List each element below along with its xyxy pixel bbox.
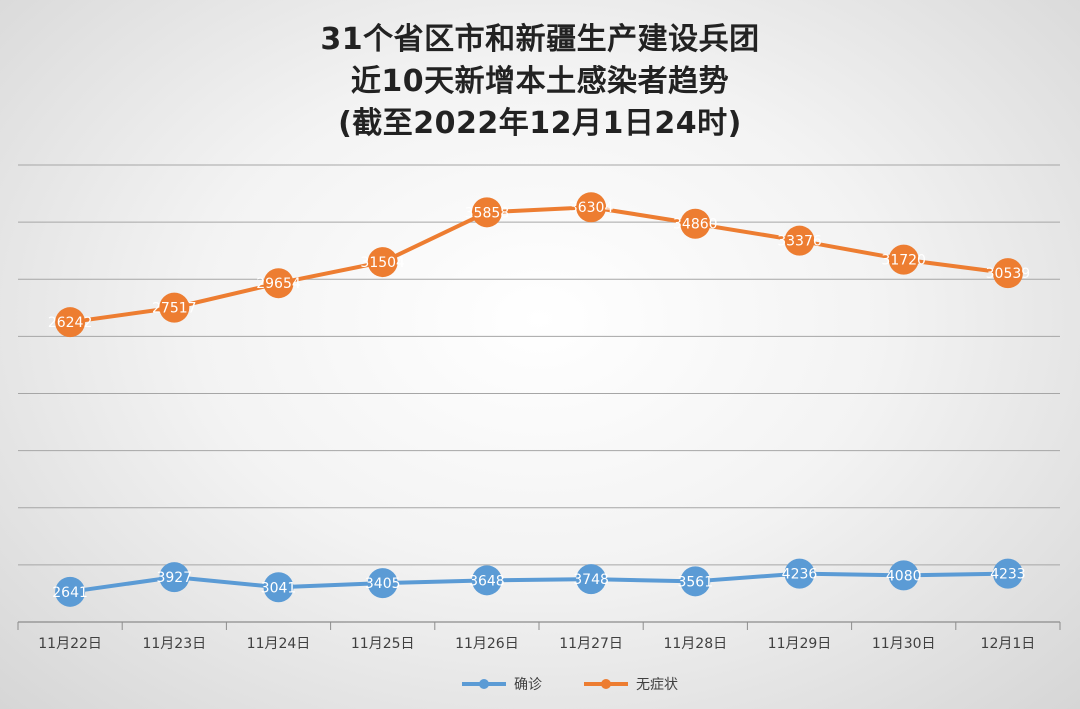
data-label: 3927 (156, 570, 192, 586)
data-label: 3748 (573, 572, 609, 588)
data-label: 31720 (881, 253, 926, 269)
data-label: 3041 (261, 580, 297, 596)
data-point (992, 258, 1023, 289)
data-point (159, 562, 190, 593)
data-label: 27517 (152, 301, 197, 317)
data-label: 29654 (256, 276, 301, 292)
data-point (263, 268, 294, 299)
series-0: 2641 3927 3041 3405 3648 3748 3561 4236 4080 4233 (52, 558, 1026, 607)
legend-marker (601, 679, 611, 689)
gridlines (18, 164, 1060, 623)
data-point (784, 225, 815, 256)
data-point (680, 208, 711, 239)
chart-title-line-1: 31个省区市和新疆生产建设兵团 (320, 22, 760, 57)
x-tick-label: 11月28日 (663, 636, 727, 652)
data-point (367, 247, 398, 278)
legend-label: 确诊 (514, 677, 542, 693)
data-point (263, 572, 294, 603)
data-point (471, 565, 502, 596)
chart-title-line-3: (截至2022年12月1日24时) (338, 106, 742, 141)
data-point (159, 292, 190, 323)
data-point (784, 558, 815, 589)
data-point (992, 558, 1023, 589)
data-label: 4236 (782, 567, 818, 583)
data-label: 3648 (469, 573, 505, 589)
data-point (55, 576, 86, 607)
x-axis: 11月22日 11月23日 11月24日 11月25日 11月26日 11月27日 11月2… (17, 622, 1061, 652)
x-tick-label: 11月22日 (38, 636, 102, 652)
x-tick-label: 11月23日 (142, 636, 206, 652)
data-point (367, 568, 398, 599)
data-point (55, 307, 86, 338)
data-label: 3561 (677, 574, 713, 590)
legend: 确诊 无症状 (462, 677, 678, 693)
data-label: 33376 (777, 234, 822, 250)
x-tick-label: 11月27日 (559, 636, 623, 652)
legend-label: 无症状 (636, 677, 678, 693)
x-tick-label: 11月29日 (768, 636, 832, 652)
data-point (576, 192, 607, 223)
data-label: 3405 (365, 576, 401, 592)
x-tick-label: 12月1日 (981, 636, 1036, 652)
data-point (888, 244, 919, 275)
legend-marker (479, 679, 489, 689)
x-tick-label: 11月26日 (455, 636, 519, 652)
x-tick-label: 11月30日 (872, 636, 936, 652)
legend-item: 确诊 (462, 677, 542, 693)
data-point (680, 566, 711, 597)
data-label: 26242 (48, 315, 93, 331)
data-label: 2641 (52, 585, 88, 601)
data-label: 31504 (360, 255, 405, 271)
data-point (471, 197, 502, 228)
x-tick-label: 11月24日 (247, 636, 311, 652)
data-point (888, 560, 919, 591)
series-line (69, 571, 1008, 594)
data-point (576, 564, 607, 595)
data-label: 36304 (569, 200, 614, 216)
data-label: 4233 (990, 567, 1026, 583)
data-label: 35858 (465, 205, 510, 221)
x-tick-label: 11月25日 (351, 636, 415, 652)
data-label: 30539 (986, 266, 1031, 282)
series-line (69, 205, 1009, 325)
data-label: 34860 (673, 217, 718, 233)
chart-title-line-2: 近10天新增本土感染者趋势 (350, 64, 730, 99)
series-lines: 2641 3927 3041 3405 3648 3748 3561 4236 4080 4233… (48, 192, 1030, 607)
data-label: 4080 (886, 568, 922, 584)
series-1: 26242 27517 29654 31504 35858 36304 34860 33376… (48, 192, 1031, 338)
legend-item: 无症状 (584, 677, 678, 693)
